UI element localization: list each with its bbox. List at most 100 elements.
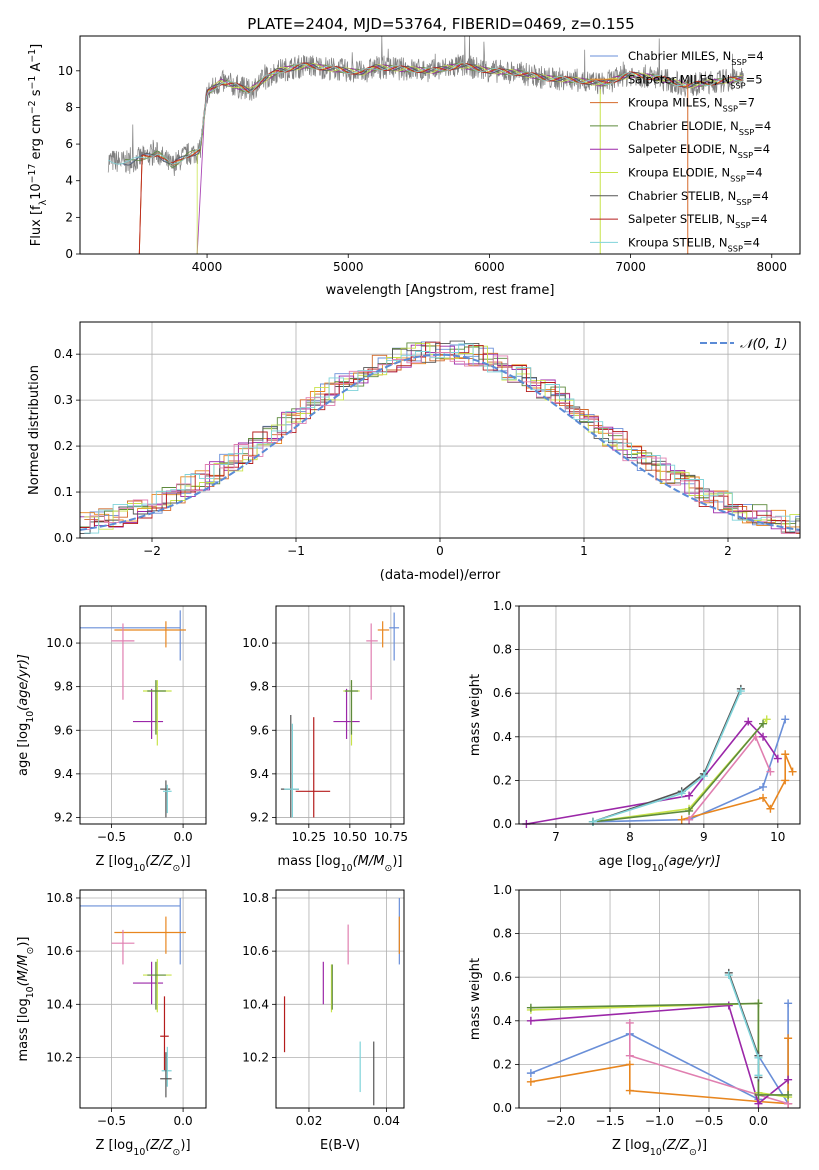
errorbar-group [80,897,186,1098]
weight-point-marker [781,750,790,759]
x-tick-label: −1.5 [595,1114,624,1128]
errorbar-group [80,610,186,818]
y-axis-label: mass [log10(M/M⊙)] [16,937,36,1062]
y-tick-label: 0.3 [54,393,73,407]
legend-entry: Salpeter ELODIE, NSSP=4 [628,142,770,160]
y-tick-label: 1.0 [493,883,512,897]
y-axis-label: age [log10(age/yr)] [16,654,36,776]
legend-entry: Chabrier STELIB, NSSP=4 [628,189,769,207]
residual-histogram [80,341,800,534]
x-tick-label: −1 [287,544,305,558]
figure-title: PLATE=2404, MJD=53764, FIBERID=0469, z=0… [247,15,634,33]
legend-entry: Kroupa ELODIE, NSSP=4 [628,166,763,184]
weight-series-line [530,1002,789,1096]
weight-point-marker [759,732,768,741]
weight-point-marker [762,715,771,724]
x-tick-label: 10 [770,830,785,844]
weight-point-marker [759,782,768,791]
x-tick-label: 0.0 [749,1114,768,1128]
axis-frame [518,889,801,1109]
y-tick-label: 10.2 [242,1050,269,1064]
weight-point-marker [744,717,753,726]
weight-point-marker [759,719,768,728]
weight-series-line [592,690,742,823]
model-fit-line [138,62,744,254]
weight-point-marker [588,817,597,826]
y-tick-label: 10.4 [242,997,269,1011]
residual-histogram [84,354,800,534]
x-tick-label: −0.5 [694,1114,723,1128]
y-tick-label: 10 [58,64,73,78]
weight-point-marker [699,772,708,781]
axis-frame [518,605,801,825]
weight-point-marker [724,1001,733,1010]
weight-point-marker [685,815,694,824]
x-tick-label: 10.25 [292,830,326,844]
y-tick-label: 10.0 [242,636,269,650]
x-tick-label: −2 [143,544,161,558]
x-tick-label: 9 [700,830,708,844]
axis-frame [79,605,207,825]
panel-mass-vs-Z: −0.5 0.0 10.2 10.4 10.6 10.8 Z [log10(Z/Z⊙)] [46,889,207,1158]
weight-point-marker [526,1016,535,1025]
y-tick-label: 0.0 [54,531,73,545]
y-tick-label: 0.4 [493,1014,512,1028]
weight-point-marker [724,971,733,980]
legend-entry: 𝒩(0, 1) [740,337,787,352]
y-tick-label: 9.2 [54,810,73,824]
panel-age-vs-Z: −0.5 0.0 9.2 9.4 9.6 9.8 10.0 Z [log10(Z/Z⊙)] [46,605,207,874]
y-tick-label: 9.8 [54,680,73,694]
x-tick-label: 0.02 [296,1114,323,1128]
x-axis-label: E(B-V) [320,1138,360,1153]
x-tick-label: 0.04 [373,1114,400,1128]
residual-histogram [80,342,800,528]
panel-age-vs-mass: 10.25 10.50 10.75 9.2 9.4 9.6 9.8 10.0 mass [log… [242,605,408,874]
weight-point-marker [685,791,694,800]
x-axis-label: Z [log10(Z/Z⊙)] [95,1138,190,1158]
weight-point-marker [754,1090,763,1099]
y-tick-label: 10.4 [46,997,73,1011]
weight-point-marker [625,1018,634,1027]
y-tick-label: 0.4 [54,347,73,361]
y-tick-label: 0 [65,247,73,261]
legend-entry: Salpeter STELIB, NSSP=4 [628,212,768,230]
panel-residuals: −2 −1 0 1 2 0.0 0.1 0.2 0.3 0.4 (data-model)/error… [27,321,801,583]
legend-entry: Chabrier ELODIE, NSSP=4 [628,119,771,137]
y-tick-label: 0.6 [493,970,512,984]
axis-frame [275,889,405,1109]
y-tick-label: 0.1 [54,485,73,499]
weight-point-marker [685,806,694,815]
x-tick-label: 10.75 [374,830,408,844]
weight-series-line [530,1004,789,1105]
weight-point-marker [677,789,686,798]
weight-point-marker [766,767,775,776]
residual-histogram [84,343,800,534]
weight-point-marker [773,754,782,763]
y-tick-label: 10.8 [242,891,269,905]
weight-point-marker [677,815,686,824]
x-tick-label: −1.0 [645,1114,674,1128]
weight-series-line [629,1023,789,1105]
x-tick-label: −0.5 [97,1114,126,1128]
weight-point-marker [784,1090,793,1099]
y-tick-label: 10.0 [46,636,73,650]
weight-series-line [592,723,764,823]
axis-frame [79,889,207,1109]
x-tick-label: −2.0 [546,1114,575,1128]
x-tick-label: 1 [580,544,588,558]
y-tick-label: 9.6 [54,723,73,737]
x-axis-label: age [log10(age/yr)] [599,854,721,874]
x-tick-label: 6000 [474,260,505,274]
y-tick-label: 9.8 [250,680,269,694]
weight-point-marker [784,1034,793,1043]
weight-point-marker [625,1051,634,1060]
weight-series-line [728,974,760,1076]
errorbar-group [283,897,400,1106]
x-tick-label: 7 [552,830,560,844]
weight-series-line [592,718,768,823]
y-tick-label: 9.2 [250,810,269,824]
errorbar-group [280,612,400,818]
x-tick-label: 7000 [615,260,646,274]
y-tick-label: 8 [65,100,73,114]
